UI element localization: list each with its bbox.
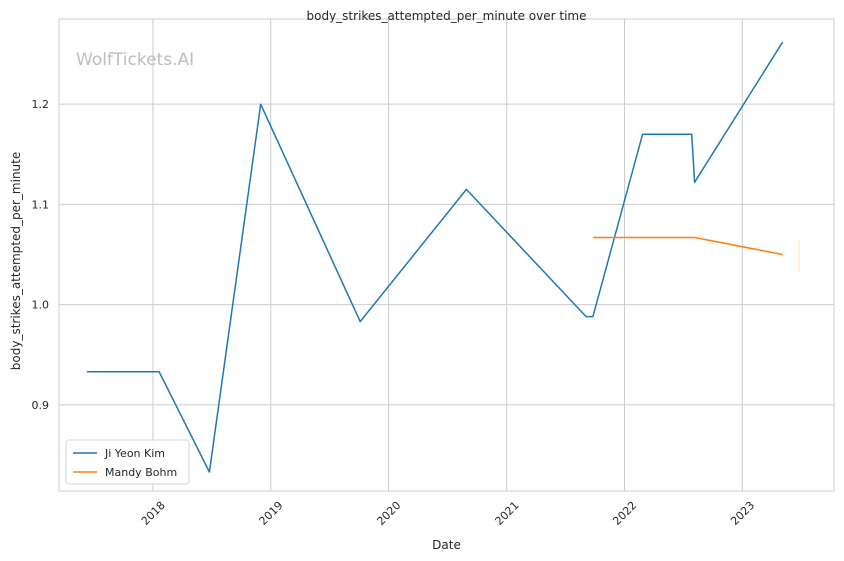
legend-box — [65, 439, 190, 485]
chart-title: body_strikes_attempted_per_minute over t… — [307, 9, 587, 23]
legend-label-ji-yeon-kim: Ji Yeon Kim — [104, 447, 165, 460]
legend-label-mandy-bohm: Mandy Bohm — [105, 466, 177, 479]
plot-area — [59, 19, 834, 491]
legend: Ji Yeon Kim Mandy Bohm — [65, 439, 190, 485]
y-tick-label: 1.2 — [32, 98, 50, 111]
watermark: WolfTickets.AI — [76, 50, 194, 70]
y-axis-label: body_strikes_attempted_per_minute — [9, 152, 23, 370]
series-line-mandy-bohm — [592, 236, 783, 256]
x-axis-label: Date — [432, 538, 461, 552]
plot-frame — [58, 18, 835, 492]
series-lines — [86, 41, 784, 473]
y-tick-label: 1.1 — [32, 198, 50, 211]
y-tick-label: 0.9 — [32, 399, 50, 412]
series-line-ji-yeon-kim — [86, 41, 784, 473]
y-tick-labels: 0.9 1.0 1.1 1.2 — [32, 98, 50, 412]
y-tick-label: 1.0 — [32, 299, 50, 312]
grid — [59, 19, 834, 491]
